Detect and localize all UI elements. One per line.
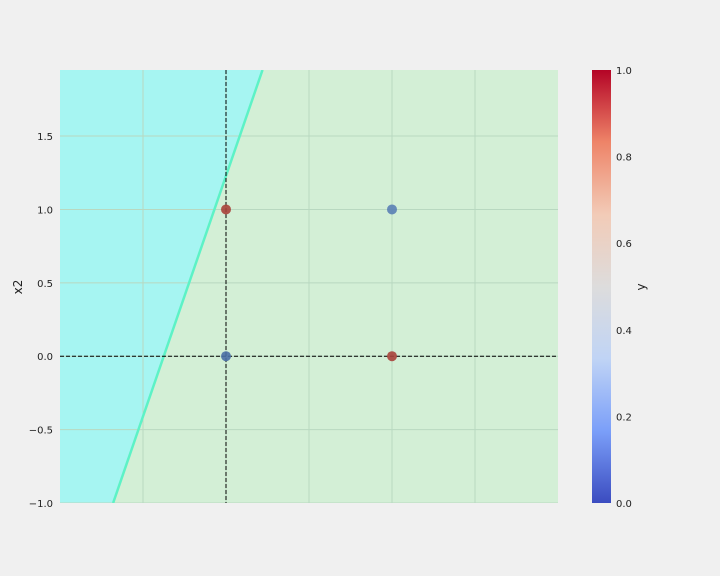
plot-area bbox=[60, 70, 558, 503]
region-class-1 bbox=[60, 70, 263, 503]
colorbar-label: y bbox=[634, 283, 648, 290]
y-axis-label: x2 bbox=[11, 280, 25, 295]
y-tick-label: −1.0 bbox=[29, 499, 53, 510]
y-tick-label: 1.0 bbox=[37, 205, 53, 216]
colorbar-tick-label: 0.4 bbox=[616, 326, 632, 337]
colorbar-tick-label: 0.0 bbox=[616, 499, 632, 510]
colorbar-tick-label: 0.8 bbox=[616, 153, 632, 164]
colorbar-tick-label: 0.2 bbox=[616, 412, 632, 423]
decision-boundary-line bbox=[111, 70, 264, 503]
y-tick-label: 0.0 bbox=[37, 352, 53, 363]
colorbar: 0.0 0.2 0.4 0.6 0.8 1.0 bbox=[592, 66, 632, 510]
y-tick-label: 1.5 bbox=[37, 132, 53, 143]
colorbar-tick-label: 0.6 bbox=[616, 239, 632, 250]
data-point bbox=[221, 351, 231, 362]
y-tick-label: 0.5 bbox=[37, 279, 53, 290]
data-point bbox=[221, 204, 231, 215]
y-axis: −1.0 −0.5 0.0 0.5 1.0 1.5 bbox=[29, 132, 53, 510]
colorbar-gradient bbox=[592, 70, 611, 503]
data-point bbox=[387, 204, 397, 215]
y-tick-label: −0.5 bbox=[29, 426, 53, 437]
colorbar-tick-label: 1.0 bbox=[616, 66, 632, 77]
data-point bbox=[387, 351, 397, 362]
